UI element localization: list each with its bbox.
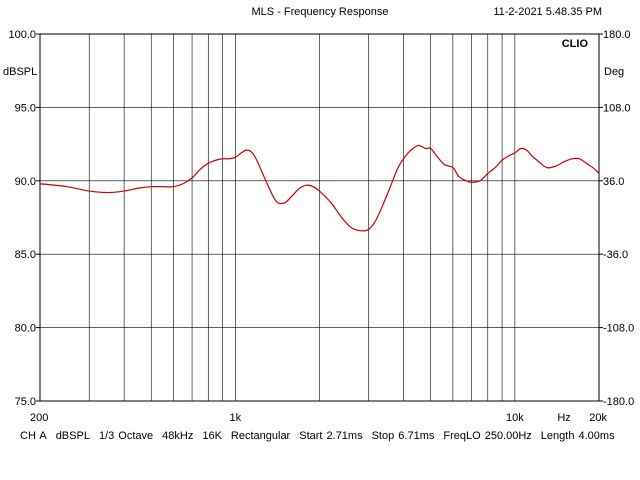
y2-tick-label: -108.0 [603, 323, 634, 335]
y2-tick-label: -180.0 [603, 396, 634, 408]
x-unit-label: Hz [557, 412, 570, 424]
plot-frame [39, 33, 600, 402]
y2-tick-label: 108.0 [603, 102, 631, 114]
axes: 75.0 -180.0 80.0 -108.0 85.0 -36.0 90.0 36.0 95.… [3, 29, 634, 424]
y2-tick-label: 36.0 [603, 176, 624, 188]
y2-axis-label: Deg [604, 66, 624, 78]
x-tick-label: 200 [30, 412, 48, 424]
y-tick-label: 85.0 [15, 249, 36, 261]
timestamp: 11-2-2021 5.48.35 PM [493, 6, 602, 18]
status-item: CH A [20, 430, 47, 442]
status-item: Stop 6.71ms [371, 430, 435, 442]
measurement-status-bar: CH A dBSPL 1/3 Octave 48kHz 16K Rectangular St… [20, 430, 624, 442]
grid [40, 34, 599, 401]
x-tick-label: 20k [589, 412, 607, 424]
chart-title: MLS - Frequency Response [251, 6, 389, 18]
status-item: 1/3 Octave [98, 430, 154, 442]
y-tick-label: 80.0 [15, 323, 36, 335]
frequency-response-curve [39, 144, 600, 232]
status-item: 48kHz [162, 430, 194, 442]
x-tick-label: 10k [506, 412, 524, 424]
y-axis-label: dBSPL [3, 66, 37, 78]
y-tick-label: 75.0 [15, 396, 36, 408]
x-tick-label: 1k [230, 412, 242, 424]
status-item: Start 2.71ms [299, 430, 363, 442]
status-item: FreqLO 250.00Hz [443, 430, 532, 442]
y2-tick-label: 180.0 [603, 29, 631, 41]
clio-brand-label: CLIO [562, 38, 589, 50]
status-item: Rectangular [230, 430, 291, 442]
y-tick-label: 100.0 [8, 29, 36, 41]
status-item: dBSPL [55, 430, 90, 442]
status-item: 16K [202, 430, 222, 442]
y2-tick-label: -36.0 [603, 249, 628, 261]
status-item: Length 4.00ms [540, 430, 615, 442]
y-tick-label: 90.0 [15, 176, 36, 188]
y-tick-label: 95.0 [15, 102, 36, 114]
